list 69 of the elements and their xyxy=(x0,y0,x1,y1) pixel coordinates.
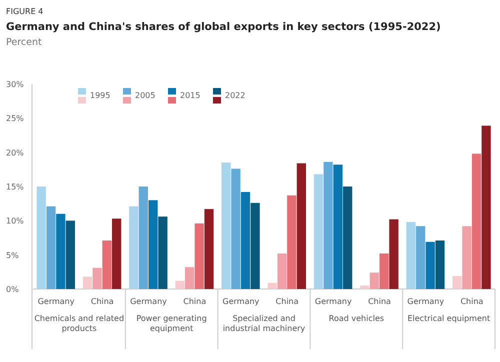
x-tick-label: Germany xyxy=(314,297,352,306)
bar xyxy=(452,276,462,289)
y-tick-label: 10% xyxy=(6,216,24,226)
bar xyxy=(416,226,426,289)
bar xyxy=(92,268,102,289)
text: Road vehicles xyxy=(328,314,384,323)
bar xyxy=(66,220,76,289)
bar xyxy=(296,163,306,289)
y-tick-label: 15% xyxy=(6,182,24,192)
y-tick-label: 30% xyxy=(6,80,24,89)
y-tick-label: 25% xyxy=(6,114,24,124)
bar xyxy=(406,222,416,289)
bar xyxy=(343,186,352,289)
x-tick-label: China xyxy=(460,297,484,306)
chart-title: Germany and China's shares of global exports in key sectors (1995-2022) xyxy=(6,21,441,33)
x-tick-label: China xyxy=(368,297,392,306)
bar xyxy=(462,226,472,289)
bar xyxy=(36,186,46,289)
x-tick-label: Germany xyxy=(407,297,444,306)
bar xyxy=(389,219,398,289)
bar xyxy=(148,200,158,289)
y-tick-label: 5% xyxy=(6,250,20,260)
bar xyxy=(56,214,66,289)
text: Specialized and industrial machinery xyxy=(222,314,306,333)
x-tick-label: Germany xyxy=(130,297,168,306)
bar xyxy=(482,126,491,289)
bar xyxy=(360,286,370,289)
bar xyxy=(472,154,482,289)
bar xyxy=(46,206,56,289)
legend-label: 1995 xyxy=(90,91,110,100)
bar xyxy=(287,195,296,289)
y-tick-label: 20% xyxy=(6,148,24,158)
bar xyxy=(231,168,240,289)
bar xyxy=(435,240,445,289)
legend-label: 2015 xyxy=(180,91,200,100)
legend-label: 2005 xyxy=(135,91,156,100)
bar xyxy=(221,162,231,289)
bar xyxy=(277,253,287,289)
bar xyxy=(138,186,148,289)
bar xyxy=(370,272,379,289)
bar xyxy=(268,282,277,289)
bar xyxy=(129,206,138,289)
x-tick-label: Germany xyxy=(222,297,260,306)
x-tick-label: China xyxy=(276,297,299,306)
text: Power generating equipment xyxy=(136,314,207,333)
x-tick-label: China xyxy=(90,297,114,306)
text: Electrical equipment xyxy=(407,314,490,323)
bar xyxy=(314,174,324,289)
y-axis-title: Percent xyxy=(6,37,42,48)
bar xyxy=(158,216,168,289)
legend-label: 2022 xyxy=(225,91,246,100)
bar xyxy=(185,267,194,289)
bar xyxy=(333,164,342,289)
bar xyxy=(175,280,184,289)
bar xyxy=(204,209,214,289)
bar xyxy=(240,192,250,289)
bar xyxy=(426,242,435,289)
bar xyxy=(324,162,333,289)
bar xyxy=(112,218,122,289)
bar xyxy=(102,240,112,289)
bar xyxy=(194,223,204,289)
text: Chemicals and related products xyxy=(34,314,124,333)
bar xyxy=(380,253,389,289)
bar xyxy=(250,202,260,289)
bar xyxy=(82,276,92,289)
y-tick-label: 0% xyxy=(6,285,20,294)
caption: FIGURE 4 xyxy=(6,7,44,16)
x-tick-label: Germany xyxy=(38,297,75,306)
x-tick-label: China xyxy=(183,297,206,306)
